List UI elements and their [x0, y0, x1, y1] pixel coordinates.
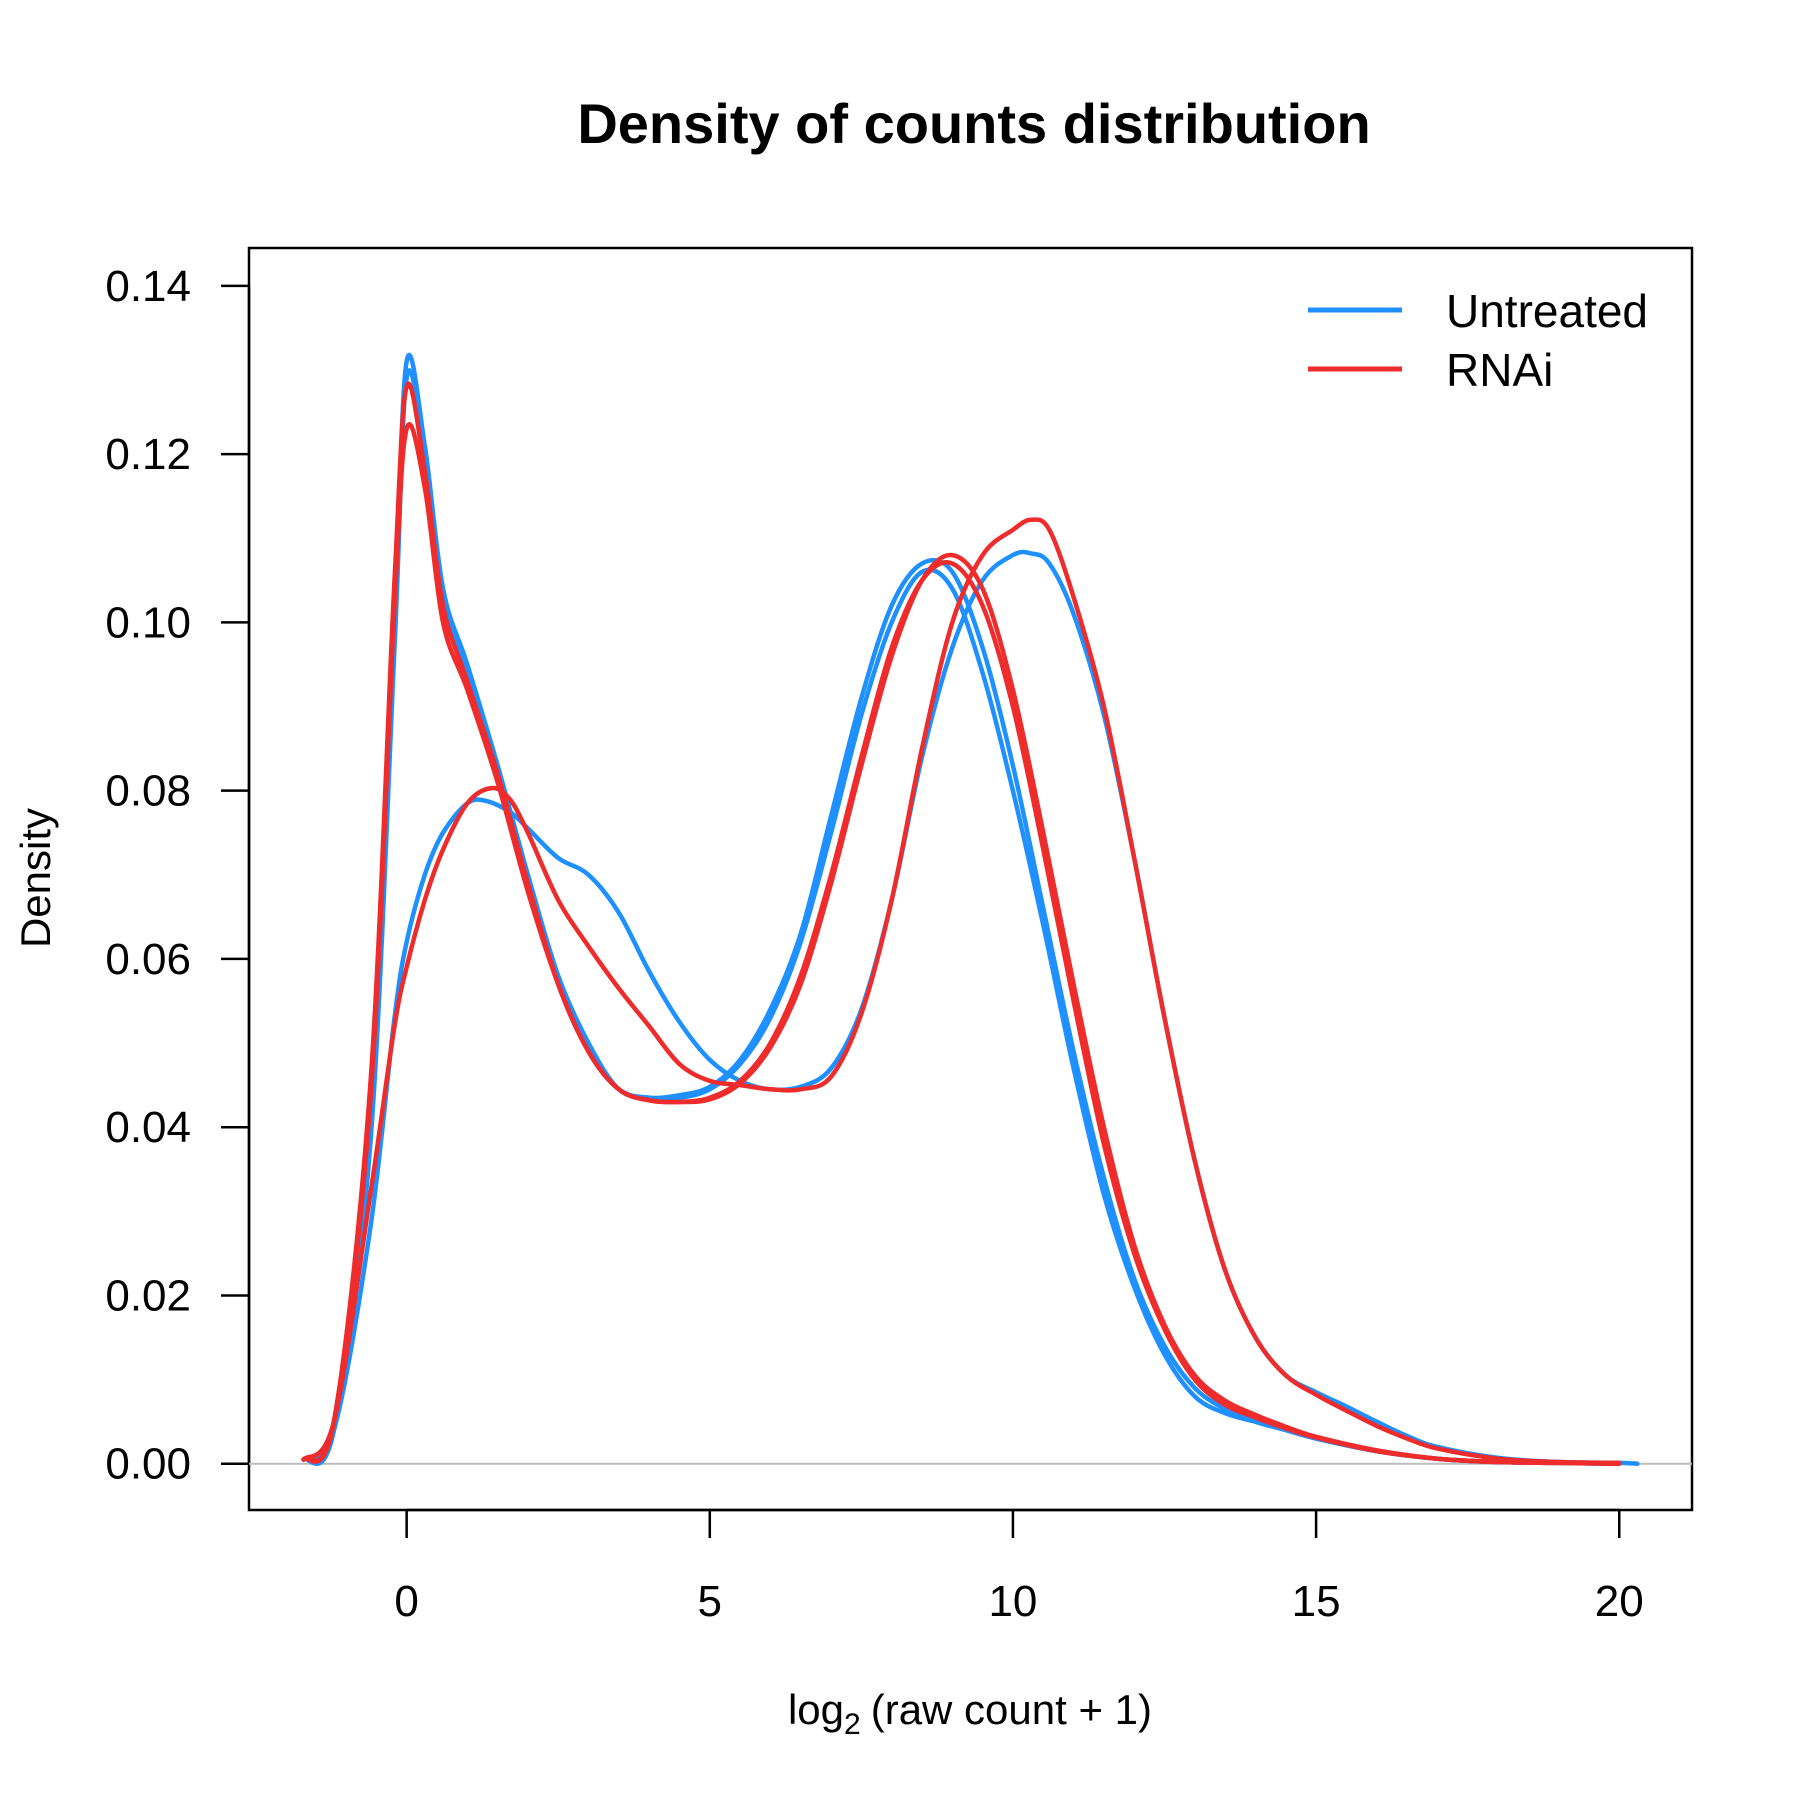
x-axis: 0 5 10 15 20: [394, 1508, 1644, 1626]
density-curve-rnai-2: [301, 422, 1622, 1466]
x-tick-label: 0: [394, 1577, 418, 1626]
chart-title: Density of counts distribution: [577, 92, 1370, 155]
plot-area: [249, 352, 1692, 1466]
density-curve-rnai-3: [301, 517, 1622, 1466]
density-curve-untreated-3: [301, 549, 1640, 1466]
y-tick-label: 0.06: [105, 935, 191, 984]
y-tick-label: 0.00: [105, 1440, 191, 1489]
density-curve-untreated-1: [301, 352, 1622, 1466]
y-axis-label: Density: [12, 808, 59, 948]
density-curve-untreated-2: [301, 368, 1622, 1466]
y-tick-label: 0.14: [105, 262, 191, 311]
x-tick-label: 15: [1292, 1577, 1341, 1626]
x-tick-label: 5: [698, 1577, 722, 1626]
y-tick-label: 0.08: [105, 767, 191, 816]
legend: Untreated RNAi: [1308, 285, 1648, 396]
plot-frame: [247, 246, 1694, 1512]
density-curve-rnai-1: [301, 381, 1622, 1466]
x-tick-label: 20: [1595, 1577, 1644, 1626]
legend-label-rnai: RNAi: [1446, 344, 1553, 396]
legend-label-untreated: Untreated: [1446, 285, 1648, 337]
y-tick-label: 0.10: [105, 598, 191, 647]
y-axis: 0.00 0.02 0.04 0.06 0.08 0.10 0.12 0.14: [105, 262, 251, 1489]
x-tick-label: 10: [988, 1577, 1037, 1626]
y-tick-label: 0.02: [105, 1271, 191, 1320]
y-tick-label: 0.04: [105, 1103, 191, 1152]
x-axis-label: log2 (raw count + 1): [788, 1686, 1152, 1741]
x-label-expr: (raw count + 1): [871, 1686, 1152, 1733]
x-label-log: log: [788, 1686, 844, 1733]
y-tick-label: 0.12: [105, 430, 191, 479]
x-label-subscript: 2: [844, 1708, 861, 1741]
